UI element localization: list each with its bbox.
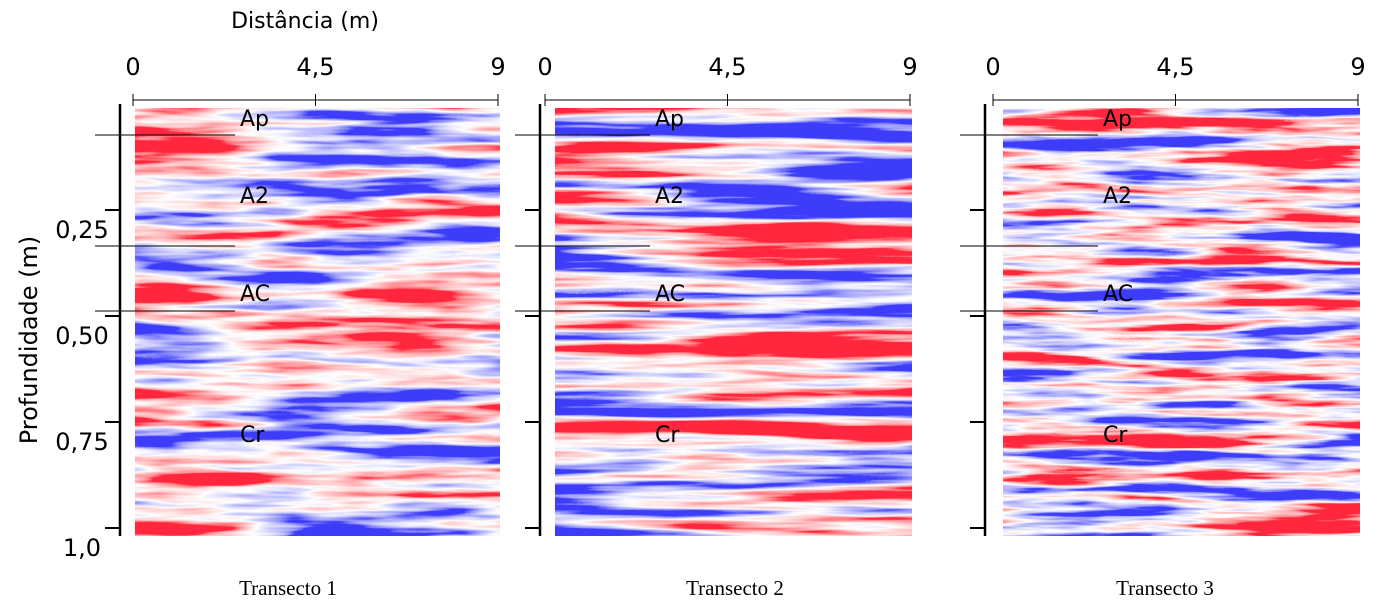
x-tick-label: 0 xyxy=(125,53,140,81)
layer-label: A2 xyxy=(240,184,269,209)
x-tick-label: 4,5 xyxy=(296,53,334,81)
x-tick-label: 0 xyxy=(985,53,1000,81)
radargram xyxy=(1003,108,1360,536)
panel-caption: Transecto 1 xyxy=(239,576,337,600)
radargram xyxy=(555,108,912,536)
x-axis-label: Distância (m) xyxy=(231,9,379,34)
x-tick-label: 4,5 xyxy=(1156,53,1194,81)
layer-label: AC xyxy=(1103,282,1133,307)
x-tick-label: 9 xyxy=(902,53,917,81)
layer-label: A2 xyxy=(1103,184,1132,209)
layer-label: A2 xyxy=(655,184,684,209)
y-tick-label: 1,0 xyxy=(63,534,101,562)
y-tick-label: 0,50 xyxy=(55,322,108,350)
layer-label: Ap xyxy=(240,107,269,132)
radargram xyxy=(135,108,500,536)
layer-label: Ap xyxy=(655,107,684,132)
x-tick-label: 4,5 xyxy=(708,53,746,81)
y-tick-label: 0,25 xyxy=(55,216,108,244)
layer-label: Cr xyxy=(1103,423,1128,448)
x-tick-label: 9 xyxy=(490,53,505,81)
layer-label: Cr xyxy=(240,423,265,448)
layer-label: Ap xyxy=(1103,107,1132,132)
layer-label: AC xyxy=(655,282,685,307)
x-tick-label: 9 xyxy=(1350,53,1365,81)
layer-label: AC xyxy=(240,282,270,307)
layer-label: Cr xyxy=(655,423,680,448)
y-axis-label: Profundidade (m) xyxy=(15,236,43,445)
panel-caption: Transecto 2 xyxy=(686,576,784,600)
panel-caption: Transecto 3 xyxy=(1116,576,1214,600)
y-tick-label: 0,75 xyxy=(55,428,108,456)
x-tick-label: 0 xyxy=(537,53,552,81)
